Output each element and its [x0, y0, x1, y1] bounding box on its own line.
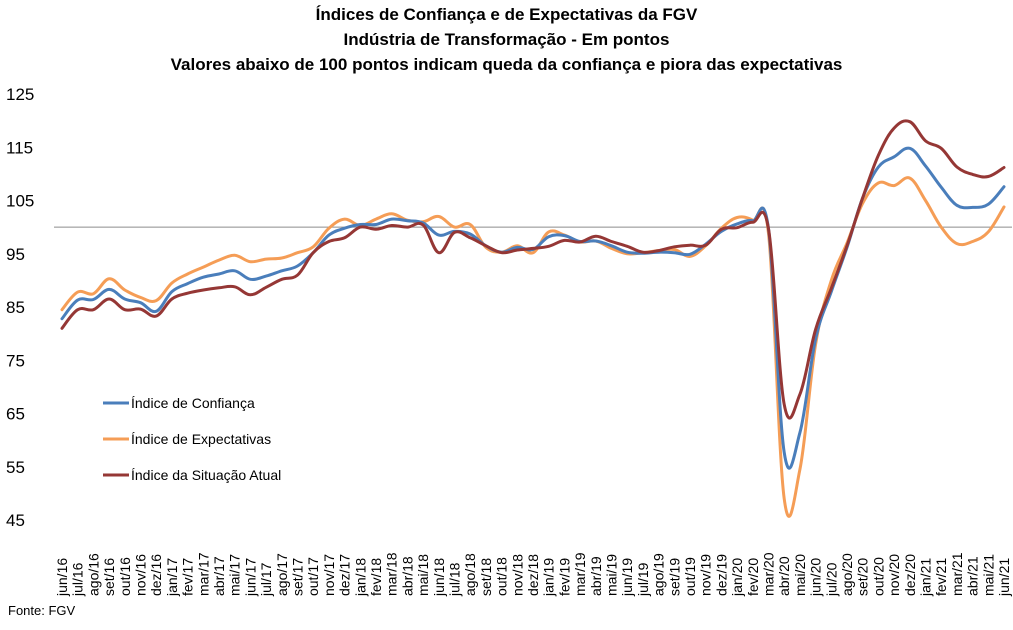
- x-tick-label: jul/17: [258, 562, 274, 597]
- x-tick-label: abr/19: [588, 556, 604, 596]
- series-line-expectativas: [60, 176, 1006, 518]
- y-tick-label: 65: [6, 405, 25, 424]
- x-tick-label: mar/21: [949, 552, 965, 596]
- legend-label: Índice da Situação Atual: [131, 467, 281, 483]
- x-tick-label: out/18: [494, 557, 510, 596]
- x-tick-label: mai/19: [604, 554, 620, 596]
- x-tick-label: out/17: [305, 557, 321, 596]
- x-tick-label: mar/19: [572, 552, 588, 596]
- x-tick-label: ago/16: [85, 553, 101, 596]
- x-tick-label: jan/18: [352, 558, 368, 597]
- x-tick-label: jan/19: [541, 558, 557, 597]
- x-tick-label: jun/18: [431, 558, 447, 597]
- x-tick-label: abr/18: [399, 556, 415, 596]
- x-tick-label: nov/20: [886, 554, 902, 596]
- y-tick-label: 125: [6, 85, 34, 104]
- x-tick-label: dez/19: [713, 554, 729, 596]
- x-tick-label: ago/18: [462, 553, 478, 596]
- y-tick-label: 55: [6, 458, 25, 477]
- x-tick-label: set/17: [290, 558, 306, 596]
- x-tick-label: set/20: [855, 558, 871, 596]
- chart-subtitle: Indústria de Transformação - Em pontos: [343, 30, 670, 49]
- x-tick-label: dez/18: [525, 554, 541, 596]
- x-tick-label: out/20: [870, 557, 886, 596]
- chart-subtitle-note: Valores abaixo de 100 pontos indicam que…: [170, 55, 843, 74]
- y-tick-label: 75: [6, 351, 25, 370]
- x-tick-label: nov/19: [698, 554, 714, 596]
- x-tick-label: fev/21: [933, 558, 949, 596]
- x-tick-label: mar/18: [384, 552, 400, 596]
- x-tick-label: jun/19: [619, 558, 635, 597]
- legend-label: Índice de Confiança: [131, 395, 255, 411]
- x-tick-label: mai/21: [980, 554, 996, 596]
- x-tick-label: out/16: [117, 557, 133, 596]
- chart-title: Índices de Confiança e de Expectativas d…: [315, 5, 698, 24]
- x-tick-label: jul/20: [823, 562, 839, 597]
- x-tick-label: fev/19: [556, 558, 572, 596]
- x-tick-label: fev/17: [180, 558, 196, 596]
- legend-label: Índice de Expectativas: [131, 431, 271, 447]
- x-tick-label: abr/20: [776, 556, 792, 596]
- x-tick-label: mar/17: [195, 552, 211, 596]
- series-group: [60, 119, 1006, 518]
- x-tick-label: mai/17: [227, 554, 243, 596]
- series-line-situacao-atual: [60, 119, 1006, 420]
- x-tick-label: jul/16: [70, 562, 86, 597]
- x-tick-label: jul/18: [447, 562, 463, 597]
- x-tick-label: set/19: [666, 558, 682, 596]
- chart-title-block: Índices de Confiança e de Expectativas d…: [0, 2, 1013, 77]
- y-tick-label: 95: [6, 245, 25, 264]
- x-tick-label: ago/20: [839, 553, 855, 596]
- source-note: Fonte: FGV: [8, 603, 76, 618]
- x-tick-label: ago/19: [651, 553, 667, 596]
- x-tick-label: dez/16: [148, 554, 164, 596]
- x-tick-label: set/16: [101, 558, 117, 596]
- x-tick-label: nov/17: [321, 554, 337, 596]
- x-tick-label: jan/20: [729, 558, 745, 597]
- x-tick-label: jan/21: [918, 558, 934, 597]
- x-tick-label: set/18: [478, 558, 494, 596]
- x-tick-label: mar/20: [761, 552, 777, 596]
- y-tick-label: 85: [6, 298, 25, 317]
- x-tick-label: out/19: [682, 557, 698, 596]
- x-tick-label: jun/21: [996, 558, 1012, 597]
- x-tick-label: mai/18: [415, 554, 431, 596]
- x-axis: jun/16 jul/16 ago/16 set/16 out/16 nov/16 dez/…: [54, 552, 1012, 597]
- x-tick-label: jul/19: [635, 562, 651, 597]
- y-axis: 45 55 65 75 85 95 105 115 125: [6, 85, 34, 530]
- x-tick-label: dez/20: [902, 554, 918, 596]
- x-tick-label: mai/20: [792, 554, 808, 596]
- x-tick-label: abr/17: [211, 556, 227, 596]
- x-tick-label: ago/17: [274, 553, 290, 596]
- x-tick-label: nov/18: [509, 554, 525, 596]
- x-tick-label: jun/20: [808, 558, 824, 597]
- x-tick-label: jun/17: [242, 558, 258, 597]
- y-tick-label: 115: [6, 138, 33, 157]
- y-tick-label: 45: [6, 511, 25, 530]
- x-tick-label: jun/16: [54, 558, 70, 597]
- x-tick-label: dez/17: [337, 554, 353, 596]
- y-tick-label: 105: [6, 192, 34, 211]
- x-tick-label: fev/20: [745, 558, 761, 596]
- x-tick-label: nov/16: [133, 554, 149, 596]
- x-tick-label: abr/21: [965, 556, 981, 596]
- legend: Índice de Confiança Índice de Expectativa…: [103, 395, 281, 483]
- x-tick-label: jan/17: [164, 558, 180, 597]
- x-tick-label: fev/18: [368, 558, 384, 596]
